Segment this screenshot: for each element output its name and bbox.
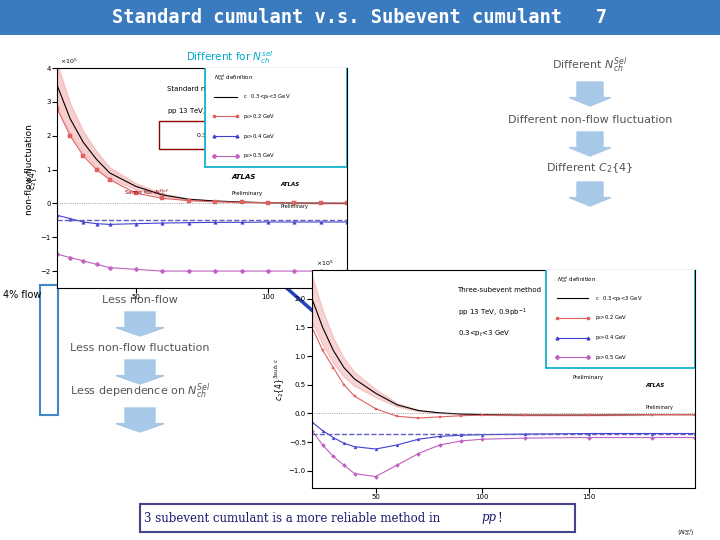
Text: pp: pp xyxy=(482,511,497,524)
Text: Different non-flow fluctuation: Different non-flow fluctuation xyxy=(508,115,672,125)
Text: p$_t$>0.2 GeV: p$_t$>0.2 GeV xyxy=(243,112,274,121)
Text: 0.3<p$_t$<3 GeV: 0.3<p$_t$<3 GeV xyxy=(457,329,510,339)
Text: Same for $N_{ch}^{Ref}$: Same for $N_{ch}^{Ref}$ xyxy=(124,187,169,198)
FancyBboxPatch shape xyxy=(546,268,695,368)
Text: $N_{ch}^{sel}$ definition: $N_{ch}^{sel}$ definition xyxy=(557,274,596,285)
FancyArrow shape xyxy=(570,132,611,156)
Text: ?: ? xyxy=(60,133,74,157)
Text: p$_t$>0.4 GeV: p$_t$>0.4 GeV xyxy=(595,333,628,342)
FancyArrow shape xyxy=(116,312,164,336)
Text: Three-subevent method: Three-subevent method xyxy=(457,287,541,293)
Text: Less non-flow fluctuation: Less non-flow fluctuation xyxy=(71,343,210,353)
Text: non-flow fluctuation: non-flow fluctuation xyxy=(25,125,35,215)
Text: Different $C_2\{4\}$: Different $C_2\{4\}$ xyxy=(546,161,634,175)
Text: p$_t$>0.5 GeV: p$_t$>0.5 GeV xyxy=(243,152,275,160)
FancyArrow shape xyxy=(116,360,164,384)
Text: ?: ? xyxy=(60,223,74,247)
Text: $\times10^5$: $\times10^5$ xyxy=(60,57,78,66)
Text: 3 subevent cumulant is a more reliable method in: 3 subevent cumulant is a more reliable m… xyxy=(144,511,444,524)
Text: ATLAS: ATLAS xyxy=(280,183,300,187)
Text: Preliminary: Preliminary xyxy=(645,405,673,410)
FancyBboxPatch shape xyxy=(205,66,347,167)
Text: Preliminary: Preliminary xyxy=(231,191,262,196)
Text: p$_t$>0.4 GeV: p$_t$>0.4 GeV xyxy=(243,132,275,141)
Text: Different $N_{ch}^{Sel}$: Different $N_{ch}^{Sel}$ xyxy=(552,56,628,75)
Text: p$_t$>0.2 GeV: p$_t$>0.2 GeV xyxy=(595,313,627,322)
Text: $\langle N_{ch}\rangle$: $\langle N_{ch}\rangle$ xyxy=(330,328,347,338)
Text: $\times10^5$: $\times10^5$ xyxy=(316,259,333,268)
Text: Less dependence on $N_{ch}^{Sel}$: Less dependence on $N_{ch}^{Sel}$ xyxy=(70,381,210,401)
Text: !: ! xyxy=(497,511,502,524)
Text: 4% flow: 4% flow xyxy=(3,290,41,300)
Text: ?: ? xyxy=(60,173,74,197)
Text: p$_t$>0.5 GeV: p$_t$>0.5 GeV xyxy=(595,353,628,362)
Text: ATLAS: ATLAS xyxy=(231,173,256,180)
Text: Preliminary: Preliminary xyxy=(280,205,308,210)
FancyArrow shape xyxy=(570,82,611,106)
Bar xyxy=(140,504,575,532)
Y-axis label: $c_2\{4\}^{3sub,c}$: $c_2\{4\}^{3sub,c}$ xyxy=(273,357,287,401)
Text: c   0.3<p$_t$<3 GeV: c 0.3<p$_t$<3 GeV xyxy=(595,294,643,303)
Y-axis label: $c_2\{4\}$: $c_2\{4\}$ xyxy=(26,166,39,190)
Text: Standard cumulant v.s. Subevent cumulant   7: Standard cumulant v.s. Subevent cumulant… xyxy=(112,8,608,27)
Text: ATLAS: ATLAS xyxy=(572,357,597,363)
Text: $\langle N_{ch}^{sel}\rangle$: $\langle N_{ch}^{sel}\rangle$ xyxy=(678,527,695,538)
Text: ATLAS: ATLAS xyxy=(645,383,665,388)
Text: c   0.3<p$_t$<3 GeV: c 0.3<p$_t$<3 GeV xyxy=(243,92,290,101)
Text: pp 13 TeV, 0.9pb$^{-1}$: pp 13 TeV, 0.9pb$^{-1}$ xyxy=(457,307,526,319)
Text: $N_{ch}^{sel}$ definition: $N_{ch}^{sel}$ definition xyxy=(214,72,253,83)
Text: Standard method: Standard method xyxy=(167,86,228,92)
Bar xyxy=(0,0,720,35)
Text: Different for $N_{ch}^{sel}$: Different for $N_{ch}^{sel}$ xyxy=(186,50,274,66)
Text: pp 13 TeV, 0.9pb$^{-1}$: pp 13 TeV, 0.9pb$^{-1}$ xyxy=(167,105,236,118)
FancyArrow shape xyxy=(570,182,611,206)
Text: Less non-flow: Less non-flow xyxy=(102,295,178,305)
Text: Preliminary: Preliminary xyxy=(572,375,603,380)
FancyArrow shape xyxy=(116,408,164,432)
Text: 0.3<p$_t$<3 GeV: 0.3<p$_t$<3 GeV xyxy=(196,131,243,140)
